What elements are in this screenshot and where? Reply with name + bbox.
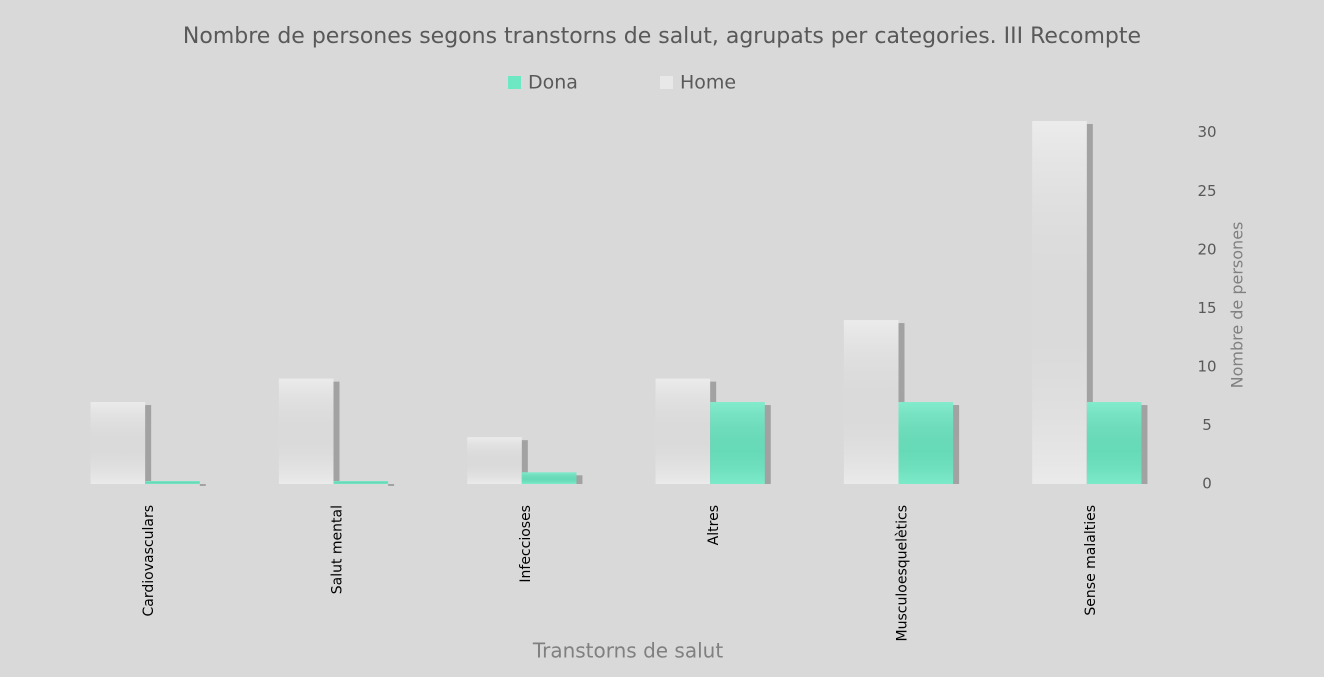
y-tick-label: 15 [1197,299,1216,317]
bar-group [521,472,583,484]
x-axis-title: Transtorns de salut [532,639,724,663]
bar-side [953,405,960,484]
bar-shade [843,320,899,484]
bar-shade [278,378,334,484]
y-tick-label: 20 [1197,240,1216,258]
bar-shade [1032,121,1087,484]
bar-group [1032,121,1093,484]
bar-side [1086,124,1093,484]
bar-shade [898,402,954,484]
bar-group [145,481,206,486]
legend-label: Dona [528,72,578,94]
bar-side [145,405,152,484]
chart-title: Nombre de persones segons transtorns de … [183,24,1141,49]
x-tick-label: Infeccioses [518,505,534,583]
y-tick-label: 25 [1197,182,1216,200]
x-tick-label: Musculoesquelètics [895,505,911,641]
bar-group [467,437,528,484]
bar-group [898,402,960,484]
bar-group [1086,402,1148,484]
bar-group [655,378,717,484]
bar-shade [90,402,146,484]
bar-side [388,484,395,486]
bar-shade [710,402,765,484]
bar-group [333,481,395,486]
bar-side [521,440,528,484]
legend-swatch [660,76,673,89]
x-tick-label: Sense malalties [1083,505,1099,616]
legend-swatch [508,76,521,89]
bar-group [843,320,905,484]
bar-side [333,381,340,484]
bar-group [278,378,340,484]
bar-side [1141,405,1148,484]
bar-shade [1086,402,1142,484]
bar-side [576,475,583,484]
y-tick-label: 5 [1202,416,1212,434]
x-tick-label: Cardiovasculars [141,505,157,616]
y-tick-label: 0 [1202,475,1212,493]
legend-label: Home [680,72,736,94]
bar-group [710,402,771,484]
x-tick-label: Salut mental [330,505,346,594]
x-tick-label: Altres [706,505,722,545]
bar-side [764,405,771,484]
bar-side [199,484,206,486]
y-axis-title: Nombre de persones [1228,222,1247,389]
y-tick-label: 30 [1197,123,1216,141]
bar-shade [521,472,577,484]
bar-shade [467,437,522,484]
bar-shade [145,481,200,484]
y-tick-label: 10 [1197,357,1216,375]
bar-group [90,402,152,484]
bar-shade [655,378,711,484]
bar-shade [333,481,389,484]
